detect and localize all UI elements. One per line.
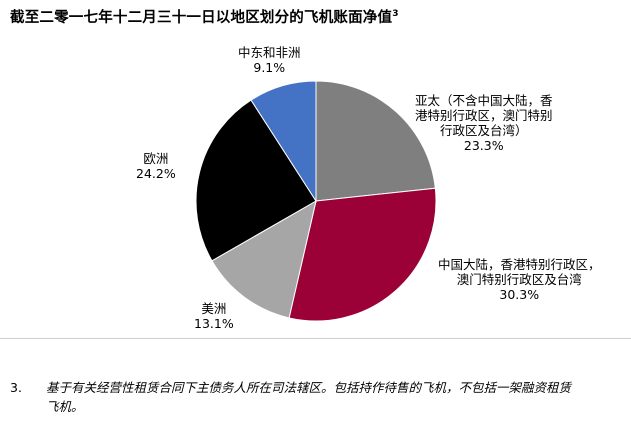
- pie-chart: [195, 80, 437, 322]
- footnote-text-2: 飞机。: [46, 399, 84, 414]
- label-middle-east-africa: 中东和非洲 9.1%: [238, 45, 301, 75]
- chart-title: 截至二零一七年十二月三十一日以地区划分的飞机账面净值3: [10, 6, 399, 27]
- footnote: 3. 基于有关经营性租赁合同下主债务人所在司法辖区。包括持作待售的飞机，不包括一架…: [10, 378, 625, 416]
- label-americas: 美洲 13.1%: [194, 301, 234, 331]
- slice-china-region: [288, 187, 437, 322]
- label-china-region: 中国大陆，香港特别行政区， 澳门特别行政区及台湾 30.3%: [438, 257, 601, 302]
- footnote-line-1: 3. 基于有关经营性租赁合同下主债务人所在司法辖区。包括持作待售的飞机，不包括一架…: [10, 378, 625, 397]
- label-asia-pacific-line-2: 港特别行政区，澳门特别: [415, 108, 553, 123]
- slice-middle-east-africa: [250, 80, 317, 203]
- slice-americas: [211, 199, 317, 319]
- label-middle-east-africa-name: 中东和非洲: [238, 45, 301, 60]
- label-americas-value: 13.1%: [194, 316, 234, 331]
- label-asia-pacific-value: 23.3%: [463, 138, 504, 153]
- label-europe-name: 欧洲: [143, 151, 169, 166]
- label-asia-pacific: 亚太（不含中国大陆，香 港特别行政区，澳门特别 行政区及台湾） 23.3%: [415, 93, 553, 153]
- slice-asia-pacific: [315, 80, 436, 202]
- footnote-text-1: 基于有关经营性租赁合同下主债务人所在司法辖区。包括持作待售的飞机，不包括一架融资…: [46, 380, 572, 395]
- label-china-region-value: 30.3%: [499, 287, 540, 302]
- footnote-number: 3.: [10, 380, 22, 395]
- label-europe-value: 24.2%: [136, 166, 176, 181]
- label-china-region-line-2: 澳门特别行政区及台湾: [456, 272, 582, 287]
- divider: [0, 338, 631, 339]
- label-asia-pacific-line-1: 亚太（不含中国大陆，香: [415, 93, 553, 108]
- label-china-region-line-1: 中国大陆，香港特别行政区，: [438, 257, 601, 272]
- chart-title-text: 截至二零一七年十二月三十一日以地区划分的飞机账面净值: [10, 10, 393, 26]
- slice-europe: [195, 99, 317, 262]
- title-footnote-marker: 3: [392, 9, 399, 20]
- label-europe: 欧洲 24.2%: [136, 151, 176, 181]
- label-americas-name: 美洲: [201, 301, 227, 316]
- pie-slices: [195, 80, 437, 322]
- label-asia-pacific-line-3: 行政区及台湾）: [440, 123, 528, 138]
- label-middle-east-africa-value: 9.1%: [253, 60, 286, 75]
